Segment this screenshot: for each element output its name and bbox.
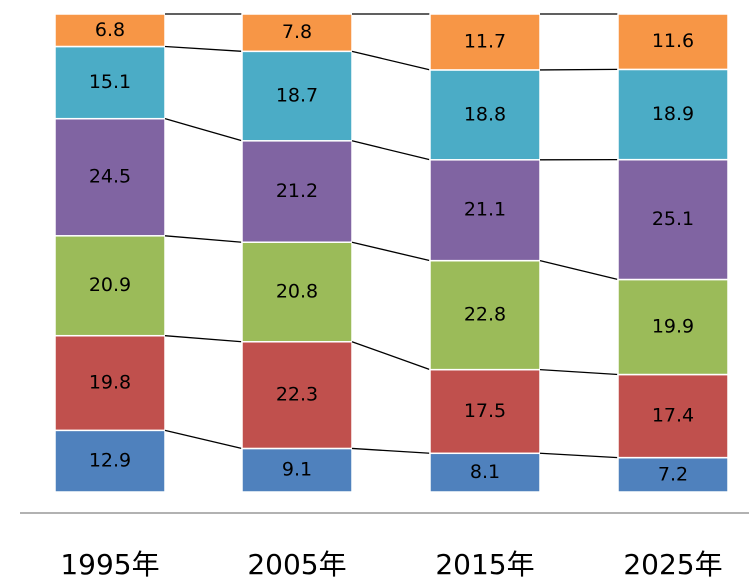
data-label: 15.1 — [89, 71, 131, 93]
x-tick-label: 2015年 — [435, 548, 534, 581]
connector — [164, 335, 243, 343]
bar-segment — [429, 368, 541, 455]
data-label: 6.8 — [95, 19, 125, 41]
data-label: 19.8 — [89, 372, 131, 394]
data-label: 22.3 — [276, 384, 318, 406]
connector — [351, 341, 431, 371]
x-tick-label: 2005年 — [247, 548, 346, 581]
bar-segment — [241, 447, 353, 493]
connector — [539, 452, 619, 459]
connector — [164, 429, 243, 450]
bar-segment — [54, 334, 166, 432]
x-tick-label: 2025年 — [623, 548, 722, 581]
data-label: 8.1 — [470, 461, 500, 483]
bar-segment — [617, 278, 729, 376]
data-label: 20.8 — [276, 280, 318, 302]
data-label: 21.2 — [276, 180, 318, 202]
bar-segment — [617, 158, 729, 281]
data-label: 18.7 — [276, 85, 318, 107]
bar-segment — [241, 50, 353, 142]
connector — [164, 45, 243, 52]
data-label: 19.9 — [652, 316, 694, 338]
x-tick-label: 1995年 — [60, 548, 159, 581]
data-label: 11.6 — [652, 30, 694, 52]
bar-segment — [617, 13, 729, 71]
bar-segment — [54, 13, 166, 48]
data-label: 22.8 — [464, 304, 506, 326]
connector — [351, 241, 431, 262]
data-label: 18.8 — [464, 103, 506, 125]
connector — [351, 50, 431, 71]
bar-segment — [429, 13, 541, 71]
bar-segment — [241, 341, 353, 450]
connector — [164, 235, 243, 243]
data-label: 9.1 — [282, 459, 312, 481]
bar-segment — [429, 259, 541, 371]
data-label: 25.1 — [652, 208, 694, 230]
bar-segment — [429, 452, 541, 493]
connector — [351, 447, 431, 454]
bar-segment — [54, 429, 166, 493]
bar-segment — [241, 13, 353, 53]
connector — [539, 68, 619, 71]
data-label: 12.9 — [89, 450, 131, 472]
data-label: 24.5 — [89, 166, 131, 188]
data-label: 20.9 — [89, 274, 131, 296]
data-label: 7.2 — [658, 463, 688, 485]
bar-segment — [429, 159, 541, 262]
data-label: 7.8 — [282, 21, 312, 43]
bar-segment — [617, 456, 729, 493]
connector — [539, 368, 619, 376]
data-label: 21.1 — [464, 199, 506, 221]
bar-segment — [429, 69, 541, 161]
connector — [539, 260, 619, 281]
bar-segment — [241, 241, 353, 343]
bar-segment — [617, 373, 729, 459]
connector — [351, 140, 431, 161]
data-label: 17.5 — [464, 400, 506, 422]
data-label: 18.9 — [652, 103, 694, 125]
connector — [164, 118, 243, 142]
bar-segment — [54, 117, 166, 237]
bar-segment — [54, 45, 166, 120]
data-label: 17.4 — [652, 405, 694, 427]
data-label: 11.7 — [464, 30, 506, 52]
